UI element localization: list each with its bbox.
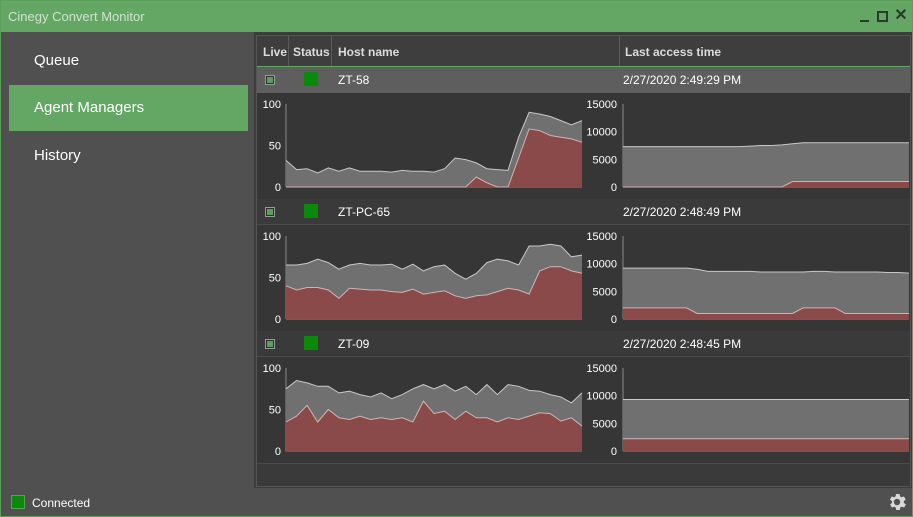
sidebar-item-history[interactable]: History — [9, 133, 248, 179]
table-row[interactable]: ZT-PC-65 2/27/2020 2:48:49 PM — [257, 199, 910, 225]
line-used — [286, 128, 583, 188]
live-checkbox[interactable] — [265, 75, 275, 85]
y-tick-label: 5000 — [593, 418, 617, 430]
row-detail-charts: 100 50 0 15000 10000 5000 0 — [257, 225, 910, 331]
detail-svg: 100 50 0 15000 10000 5000 0 — [263, 99, 909, 194]
connection-indicator — [11, 495, 25, 509]
last-access-time: 2/27/2020 2:49:29 PM — [623, 73, 742, 87]
host-name: ZT-58 — [338, 73, 370, 87]
y-tick-label: 100 — [263, 231, 281, 243]
y-tick-label: 0 — [611, 314, 617, 326]
y-tick-label: 10000 — [586, 127, 617, 139]
memory-chart: 15000 10000 5000 0 — [586, 231, 910, 326]
row-divider — [257, 356, 910, 357]
cpu-chart: 100 50 0 — [263, 363, 583, 458]
detail-svg: 100 50 0 15000 10000 5000 0 — [263, 363, 909, 458]
y-tick-label: 10000 — [586, 259, 617, 271]
line-used — [285, 266, 583, 299]
area-total — [623, 399, 909, 451]
sidebar-item-label: History — [34, 147, 81, 164]
column-last-access[interactable]: Last access time — [625, 45, 722, 59]
area-used — [623, 438, 909, 451]
close-button[interactable]: ✕ — [894, 7, 908, 24]
window-title: Cinegy Convert Monitor — [8, 9, 145, 24]
status-indicator — [304, 204, 318, 218]
table-row[interactable]: ZT-58 2/27/2020 2:49:29 PM — [257, 67, 910, 93]
y-tick-label: 0 — [611, 446, 617, 458]
agents-table: Live Status Host name Last access time Z… — [256, 35, 911, 487]
area-used — [286, 128, 582, 187]
line-total — [623, 142, 909, 148]
cpu-chart: 100 50 0 — [263, 99, 583, 194]
line-total — [285, 379, 583, 404]
y-tick-label: 50 — [269, 405, 281, 417]
live-checkbox[interactable] — [265, 339, 275, 349]
area-used — [623, 181, 909, 187]
area-used — [286, 401, 582, 451]
row-divider — [257, 224, 910, 225]
sidebar-item-label: Queue — [34, 52, 80, 69]
column-divider — [331, 36, 332, 66]
y-tick-label: 0 — [275, 446, 281, 458]
sidebar-item-queue[interactable]: Queue — [9, 38, 248, 84]
y-tick-label: 50 — [269, 273, 281, 285]
row-detail-charts: 100 50 0 15000 10000 5000 0 — [257, 93, 910, 199]
line-used — [285, 400, 583, 427]
detail-svg: 100 50 0 15000 10000 5000 0 — [263, 231, 910, 326]
line-total — [623, 267, 910, 274]
status-indicator — [304, 336, 318, 350]
column-status[interactable]: Status — [293, 45, 330, 59]
area-used — [623, 307, 909, 319]
host-name: ZT-09 — [338, 337, 370, 351]
column-host-name[interactable]: Host name — [338, 45, 400, 59]
y-tick-label: 100 — [263, 99, 281, 111]
table-header: Live Status Host name Last access time — [257, 36, 910, 67]
status-indicator — [304, 72, 318, 86]
y-tick-label: 10000 — [586, 391, 617, 403]
y-tick-label: 5000 — [593, 154, 617, 166]
memory-chart: 15000 10000 5000 0 — [586, 363, 909, 458]
cpu-chart: 100 50 0 — [263, 231, 583, 326]
row-divider — [257, 463, 910, 464]
y-tick-label: 0 — [275, 314, 281, 326]
y-tick-label: 15000 — [586, 99, 617, 111]
column-divider — [288, 36, 289, 66]
live-checkbox[interactable] — [265, 207, 275, 217]
area-total — [623, 268, 909, 319]
last-access-time: 2/27/2020 2:48:45 PM — [623, 337, 742, 351]
last-access-time: 2/27/2020 2:48:49 PM — [623, 205, 742, 219]
connection-status: Connected — [32, 496, 91, 510]
y-tick-label: 50 — [269, 141, 281, 153]
area-total — [623, 142, 909, 187]
memory-chart: 15000 10000 5000 0 — [586, 99, 909, 194]
y-tick-label: 100 — [263, 363, 281, 375]
y-tick-label: 15000 — [586, 231, 617, 243]
sidebar-item-agent-managers[interactable]: Agent Managers — [9, 85, 248, 131]
sidebar: Queue Agent Managers History — [1, 32, 254, 488]
title-bar: Cinegy Convert Monitor ✕ — [1, 1, 912, 32]
line-total — [286, 243, 583, 280]
status-bar: Connected — [1, 488, 912, 516]
row-detail-charts: 100 50 0 15000 10000 5000 0 — [257, 357, 910, 463]
y-tick-label: 0 — [611, 182, 617, 194]
y-tick-label: 15000 — [586, 363, 617, 375]
host-name: ZT-PC-65 — [338, 205, 391, 219]
gear-icon[interactable] — [886, 491, 908, 513]
y-tick-label: 5000 — [593, 286, 617, 298]
y-tick-label: 0 — [275, 182, 281, 194]
table-row[interactable]: ZT-09 2/27/2020 2:48:45 PM — [257, 331, 910, 357]
column-live[interactable]: Live — [263, 45, 288, 59]
sidebar-item-label: Agent Managers — [34, 99, 145, 116]
line-total — [285, 111, 583, 174]
column-divider — [619, 36, 620, 66]
maximize-button[interactable] — [875, 9, 889, 23]
line-used — [623, 181, 909, 188]
line-used — [623, 307, 909, 314]
minimize-button[interactable] — [857, 9, 871, 23]
